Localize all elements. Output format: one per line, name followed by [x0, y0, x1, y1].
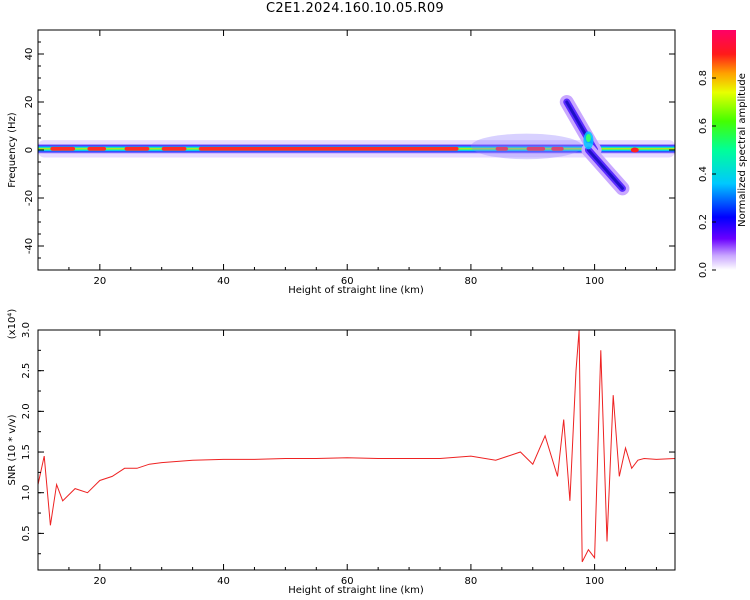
colorbar-tick-label: 0.4: [698, 166, 709, 182]
spectrogram-y-tick-label: -20: [24, 190, 35, 206]
spectrogram-panel: 20 40 60 80 100 -40 -20 0 20 40 Height of straig…: [7, 29, 676, 296]
colorbar-label: Normalized spectral amplitude: [737, 73, 748, 227]
snr-x-axis-label: Height of straight line (km): [288, 585, 424, 596]
colorbar: 0.0 0.2 0.4 0.6 0.8 Normalized spectral ampl…: [698, 30, 748, 278]
band-core-3: [161, 146, 187, 151]
spectrogram-y-tick-label: 0: [24, 147, 35, 153]
band-core-7: [551, 146, 564, 151]
spectrogram-x-axis-label: Height of straight line (km): [288, 285, 424, 296]
colorbar-ticks: 0.0 0.2 0.4 0.6 0.8: [698, 70, 716, 278]
spectrogram-x-tick-label: 20: [93, 276, 106, 287]
snr-x-ticks: 20 40 60 80 100: [68, 330, 657, 587]
spectrogram-x-tick-label: 40: [217, 276, 230, 287]
crossing-blob-core: [585, 134, 591, 142]
band-core-1: [87, 146, 107, 151]
snr-y-tick-label: 1.0: [21, 485, 32, 501]
colorbar-tick-label: 0.2: [698, 214, 709, 230]
snr-x-tick-label: 20: [93, 576, 106, 587]
snr-y-tick-label: 2.5: [21, 363, 32, 379]
snr-y-tick-label: 2.0: [21, 403, 32, 419]
spectrogram-x-tick-label: 80: [465, 276, 478, 287]
band-core-6: [526, 146, 546, 151]
snr-y-scale-label: (x10⁴): [7, 309, 18, 340]
snr-y-axis-label: SNR (10 * v/v): [7, 414, 18, 485]
band-core-5: [495, 146, 509, 151]
spectrogram-x-tick-label: 100: [585, 276, 604, 287]
lower-branch-core: [586, 148, 624, 190]
spectrogram-x-ticks: 20 40 60 80 100: [68, 30, 657, 287]
snr-panel: 20 40 60 80 100 0.5 1.0 1.5 2.0 2.5 3.0 Height of…: [7, 309, 676, 596]
snr-x-tick-label: 100: [585, 576, 604, 587]
spectrogram-y-tick-label: 20: [24, 96, 35, 109]
spectrogram-y-tick-label: -40: [24, 238, 35, 254]
snr-y-ticks: 0.5 1.0 1.5 2.0 2.5 3.0: [21, 322, 675, 555]
snr-x-tick-label: 40: [217, 576, 230, 587]
band-core-4: [198, 146, 459, 151]
snr-y-tick-label: 0.5: [21, 525, 32, 541]
band-core-2: [124, 146, 150, 151]
band-diffuse-region: [470, 133, 583, 160]
colorbar-tick-label: 0.6: [698, 118, 709, 134]
colorbar-gradient: [712, 30, 736, 270]
spectrogram-y-axis-label: Frequency (Hz): [7, 112, 18, 188]
spectrogram-y-ticks: -40 -20 0 20 40: [24, 41, 675, 259]
snr-x-tick-label: 60: [341, 576, 354, 587]
colorbar-tick-label: 0.8: [698, 70, 709, 86]
band-core-0: [50, 146, 76, 151]
colorbar-tick-label: 0.0: [698, 262, 709, 278]
spectrogram-y-tick-label: 40: [24, 48, 35, 61]
snr-y-tick-label: 1.5: [21, 444, 32, 460]
snr-line-series: [38, 330, 675, 563]
snr-line: [38, 330, 675, 563]
page-title: C2E1.2024.160.10.05.R09: [266, 1, 444, 16]
spectrogram-heatmap: [38, 95, 675, 196]
snr-y-tick-label: 3.0: [21, 322, 32, 338]
right-red-dot: [630, 147, 639, 153]
spectrogram-x-tick-label: 60: [341, 276, 354, 287]
snr-frame: [37, 329, 676, 571]
snr-x-tick-label: 80: [465, 576, 478, 587]
